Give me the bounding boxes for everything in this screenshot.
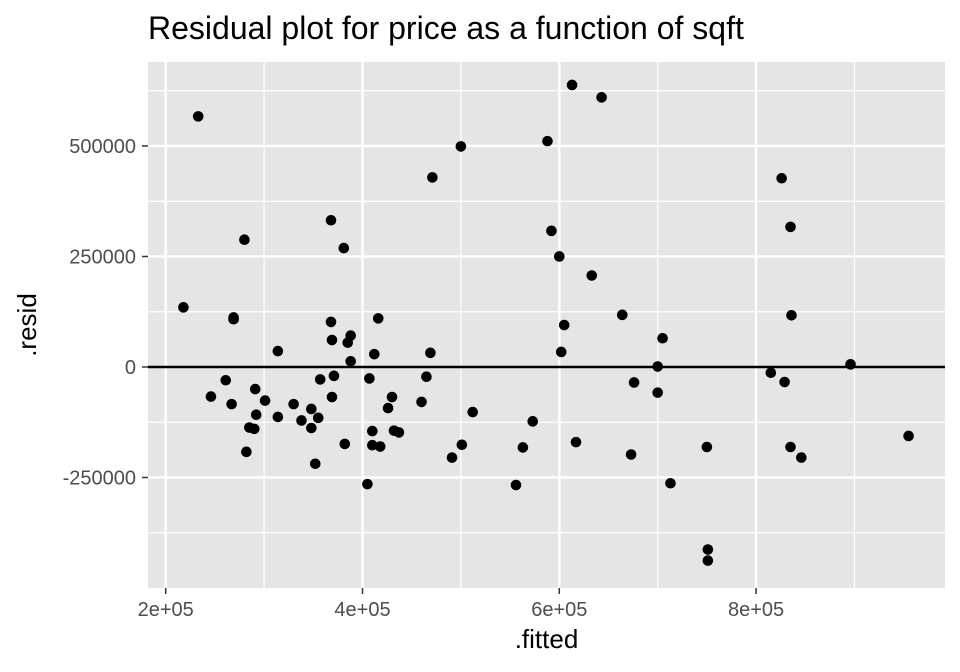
data-point (314, 374, 326, 385)
data-point (546, 225, 557, 237)
data-point (570, 436, 582, 448)
data-point (558, 319, 570, 331)
data-point (542, 135, 553, 147)
data-point (367, 425, 378, 437)
data-point (205, 391, 217, 402)
data-point (586, 270, 598, 281)
data-point (306, 422, 317, 434)
data-point (326, 334, 338, 346)
data-point (239, 234, 250, 245)
data-point (178, 302, 189, 313)
data-point (427, 172, 438, 183)
data-point (306, 403, 317, 415)
data-point (527, 416, 539, 427)
data-point (372, 313, 384, 324)
x-tick-label: 8e+05 (728, 599, 784, 621)
data-point (364, 373, 375, 384)
data-point (259, 395, 271, 406)
data-point (566, 79, 578, 91)
data-point (702, 555, 714, 566)
data-point (785, 221, 796, 233)
data-point (192, 111, 204, 122)
data-point (248, 423, 260, 435)
data-point (701, 441, 713, 453)
data-point (625, 449, 637, 460)
data-point (517, 442, 529, 453)
data-point (338, 242, 350, 254)
data-point (657, 332, 668, 344)
data-point (446, 452, 458, 463)
data-point (325, 214, 337, 226)
data-point (455, 141, 467, 152)
data-point (416, 396, 427, 408)
data-point (628, 377, 640, 388)
data-point (345, 330, 356, 341)
data-point (702, 544, 714, 555)
y-tick-label: 250000 (69, 246, 136, 268)
plot-panel (148, 62, 945, 588)
data-point (220, 374, 232, 386)
x-tick-label: 6e+05 (531, 599, 587, 621)
data-point (288, 398, 299, 410)
data-point (226, 398, 237, 410)
data-points (178, 79, 914, 566)
data-point (665, 477, 676, 489)
data-point (555, 346, 567, 358)
data-point (249, 383, 261, 395)
y-axis-ticks: -250000 0 250000 500000 (63, 136, 148, 489)
data-point (272, 411, 284, 423)
data-point (425, 347, 436, 359)
data-point (367, 439, 378, 451)
x-axis-ticks: 2e+05 4e+05 6e+05 8e+05 (138, 588, 784, 621)
data-point (374, 441, 386, 452)
data-point (326, 391, 338, 403)
data-point (652, 361, 663, 372)
data-point (345, 355, 356, 367)
y-tick-label: 500000 (69, 136, 136, 158)
chart-title: Residual plot for price as a function of… (148, 10, 744, 46)
data-point (785, 441, 796, 453)
y-axis-title: .resid (12, 293, 42, 357)
data-point (845, 359, 856, 370)
data-point (903, 430, 914, 442)
data-point (250, 409, 262, 421)
data-point (510, 479, 522, 491)
data-point (309, 458, 321, 470)
data-point (652, 387, 663, 398)
data-point (369, 348, 380, 360)
data-point (312, 412, 324, 424)
data-point (779, 376, 790, 388)
data-point (796, 452, 807, 463)
data-point (596, 92, 607, 103)
data-point (241, 446, 252, 458)
data-point (393, 427, 405, 438)
data-point (296, 415, 307, 426)
y-tick-label: -250000 (63, 467, 136, 489)
data-point (786, 309, 797, 321)
data-point (382, 402, 394, 414)
data-point (228, 312, 239, 323)
data-point (272, 345, 284, 357)
x-tick-label: 2e+05 (138, 599, 194, 621)
x-axis-title: .fitted (515, 624, 579, 654)
data-point (765, 367, 777, 379)
data-point (328, 370, 340, 382)
y-tick-label: 0 (125, 357, 136, 379)
data-point (386, 391, 398, 403)
data-point (553, 251, 565, 262)
data-point (776, 172, 787, 184)
data-point (616, 309, 628, 321)
data-point (421, 371, 432, 383)
data-point (362, 478, 373, 490)
data-point (325, 316, 337, 328)
data-point (339, 438, 351, 450)
data-point (456, 439, 468, 451)
x-tick-label: 4e+05 (334, 599, 390, 621)
data-point (467, 406, 479, 418)
